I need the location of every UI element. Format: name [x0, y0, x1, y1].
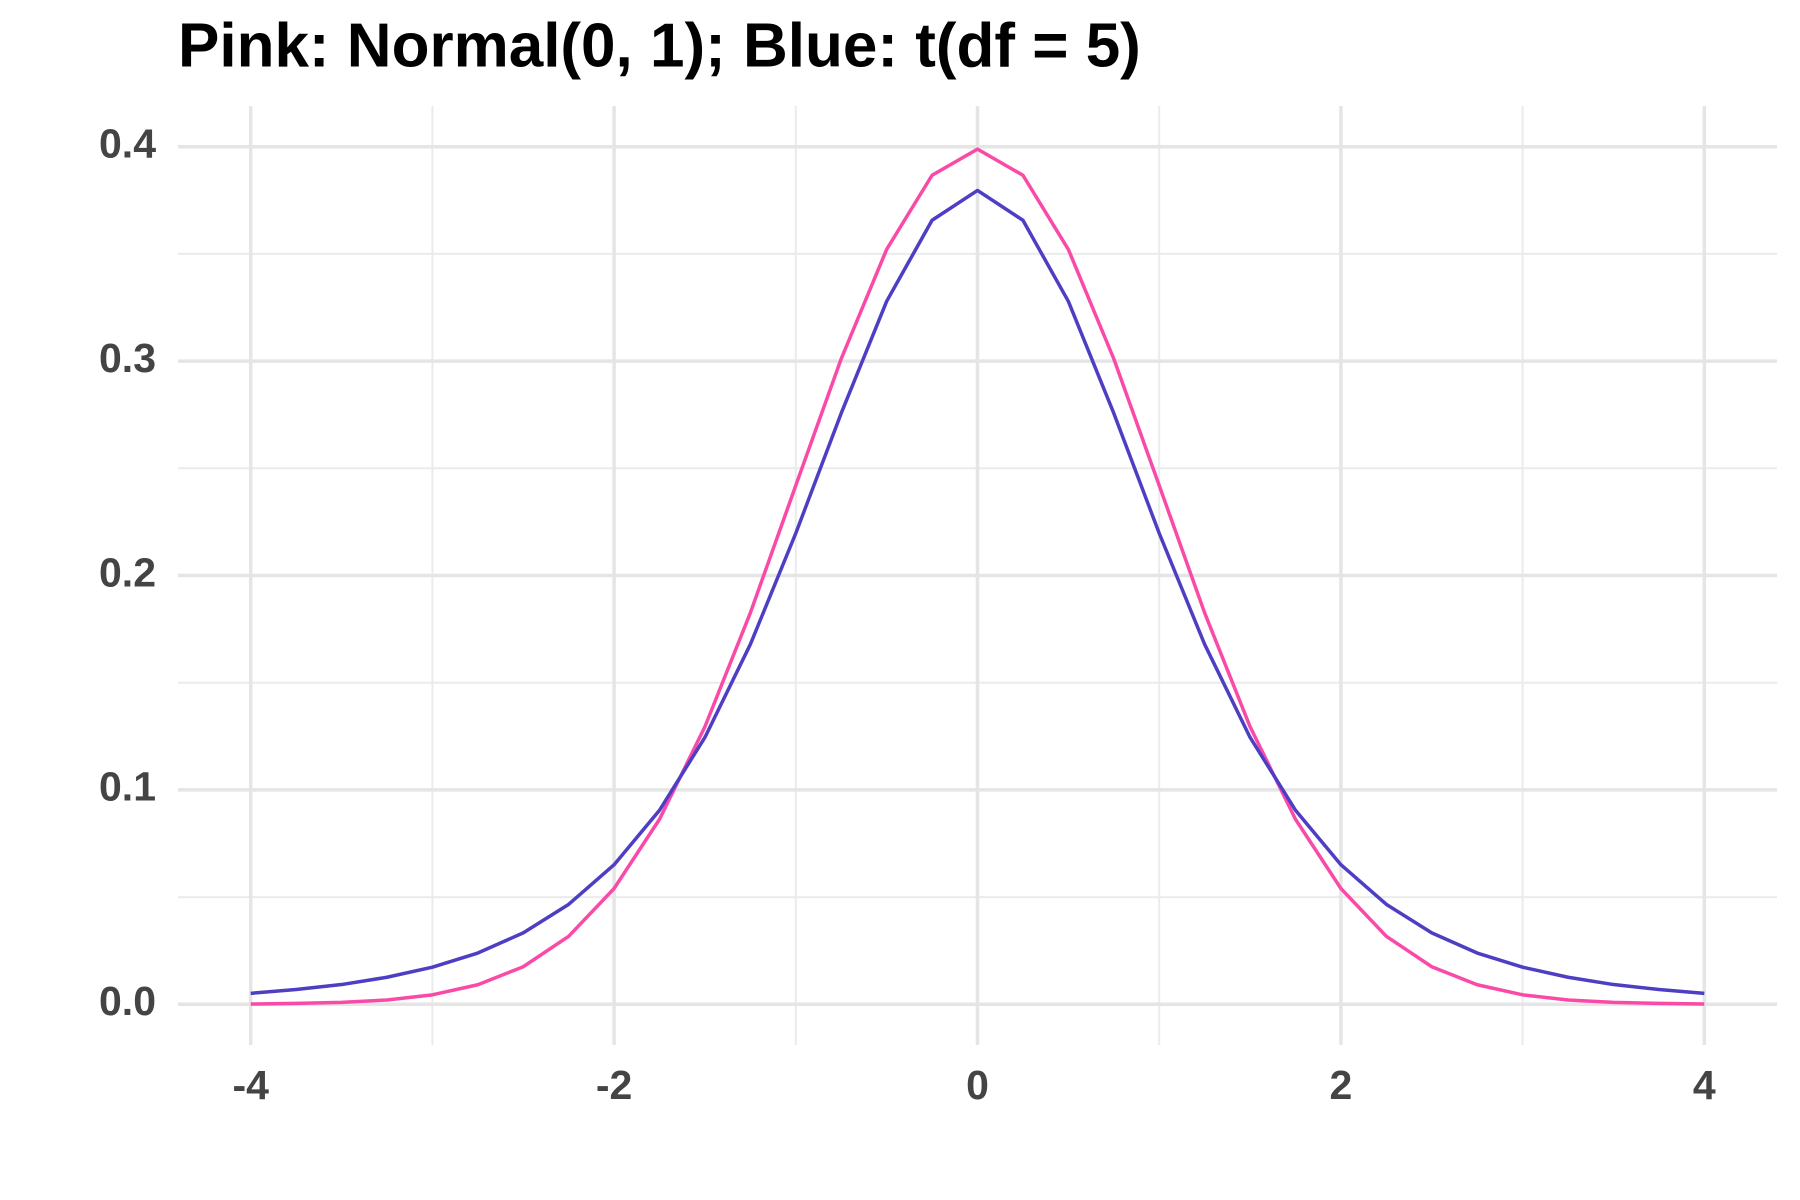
y-tick-label: 0.0 [99, 978, 156, 1024]
y-tick-label: 0.4 [99, 121, 156, 167]
y-tick-label: 0.1 [99, 764, 156, 810]
y-tick-label: 0.3 [99, 335, 156, 381]
x-tick-label: 4 [1693, 1062, 1716, 1108]
x-tick-label: -4 [232, 1062, 269, 1108]
x-tick-label: 0 [966, 1062, 989, 1108]
x-tick-label: 2 [1330, 1062, 1353, 1108]
line-series [250, 188, 1705, 996]
line-series [250, 147, 1705, 1006]
y-tick-label: 0.2 [99, 549, 156, 595]
chart-title: Pink: Normal(0, 1); Blue: t(df = 5) [178, 11, 1141, 80]
x-tick-label: -2 [596, 1062, 632, 1108]
